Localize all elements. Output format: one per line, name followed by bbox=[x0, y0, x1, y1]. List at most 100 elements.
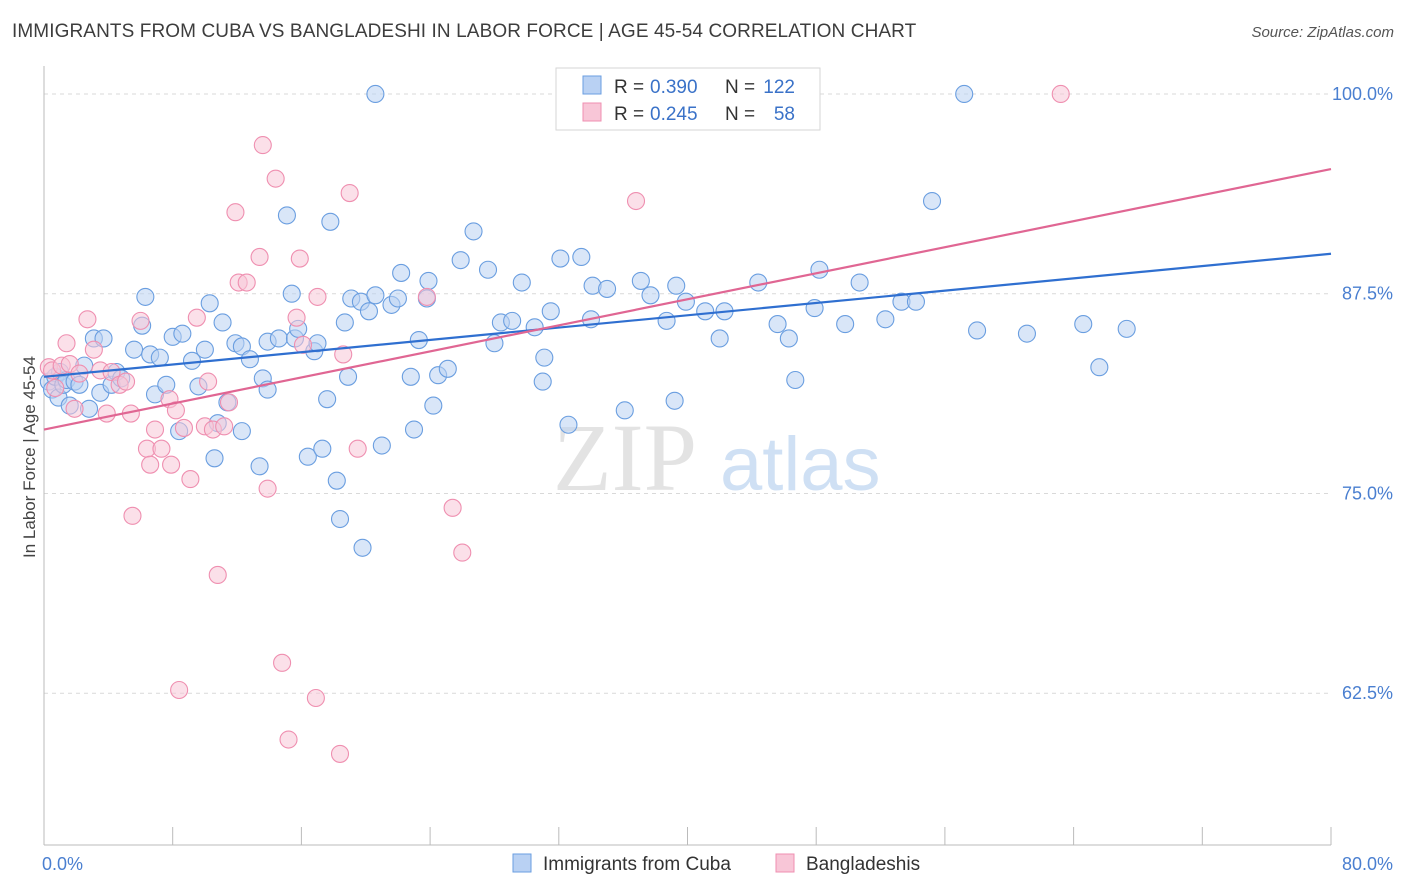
bottom-legend-label-cuba: Immigrants from Cuba bbox=[543, 854, 731, 875]
cuba-point bbox=[125, 340, 144, 359]
cuba-point bbox=[401, 367, 420, 386]
legend-r-label: R = bbox=[614, 77, 644, 98]
cuba-point bbox=[1117, 319, 1136, 338]
legend-r-value: 0.390 bbox=[650, 77, 698, 98]
cuba-point bbox=[665, 391, 684, 410]
cuba-point bbox=[922, 191, 942, 211]
bangladeshi-point bbox=[116, 372, 136, 391]
cuba-point bbox=[478, 260, 498, 279]
bangladeshi-point bbox=[287, 308, 306, 327]
axes bbox=[43, 66, 1332, 846]
cuba-point bbox=[615, 401, 634, 420]
cuba-point bbox=[372, 436, 391, 455]
bangladeshi-point bbox=[199, 372, 218, 391]
cuba-point bbox=[667, 276, 686, 295]
bangladeshi-point bbox=[626, 191, 646, 211]
cuba-point bbox=[641, 286, 660, 305]
y-tick-label: 75.0% bbox=[1342, 483, 1393, 503]
cuba-point bbox=[277, 206, 296, 225]
cuba-point bbox=[779, 329, 798, 348]
bangladeshi-point bbox=[187, 308, 206, 327]
cuba-point bbox=[195, 340, 214, 359]
bangladeshi-point bbox=[279, 730, 298, 749]
cuba-point bbox=[200, 294, 219, 313]
bottom-legend-swatch-bangladeshi bbox=[775, 853, 795, 873]
cuba-point bbox=[424, 396, 443, 415]
cuba-point bbox=[240, 350, 259, 369]
tick-labels: 100.0% 87.5% 75.0% 62.5% 0.0% 80.0% bbox=[42, 84, 1393, 874]
y-tick-label: 62.5% bbox=[1342, 683, 1393, 703]
cuba-point bbox=[232, 337, 251, 356]
cuba-point bbox=[339, 367, 358, 386]
trend-lines bbox=[43, 167, 1332, 431]
cuba-point bbox=[313, 439, 332, 458]
bangladeshi-point bbox=[290, 249, 309, 268]
cuba-point bbox=[968, 321, 987, 340]
bangladeshi-point bbox=[443, 498, 462, 517]
y-tick-label: 100.0% bbox=[1332, 84, 1393, 104]
bangladeshi-point bbox=[97, 404, 116, 423]
cuba-point bbox=[1090, 358, 1109, 377]
cuba-point bbox=[657, 311, 676, 330]
cuba-point bbox=[696, 302, 715, 321]
cuba-point bbox=[572, 247, 591, 267]
cuba-point bbox=[282, 284, 301, 303]
bangladeshi-point bbox=[152, 439, 171, 458]
cuba-point bbox=[1074, 315, 1093, 334]
watermark-atlas: atlas bbox=[720, 422, 881, 507]
legend-n-label: N = bbox=[725, 77, 755, 98]
watermark: ZIP atlas bbox=[553, 404, 881, 511]
cuba-point bbox=[810, 260, 829, 279]
cuba-point bbox=[327, 471, 346, 490]
bangladeshi-point bbox=[266, 169, 285, 188]
cuba-point bbox=[213, 313, 232, 332]
cuba-point bbox=[955, 84, 974, 104]
bangladeshi-point bbox=[253, 136, 272, 155]
bangladeshi-point bbox=[308, 287, 327, 306]
source-credit: Source: ZipAtlas.com bbox=[1251, 24, 1394, 41]
legend-r-value: 0.245 bbox=[650, 104, 698, 125]
legend-swatch-bangladeshi bbox=[582, 102, 602, 122]
legend-bottom: Immigrants from Cuba Bangladeshis bbox=[512, 853, 920, 875]
cuba-point bbox=[786, 370, 805, 390]
cuba-point bbox=[850, 273, 869, 292]
legend-top: R = 0.390 N = 122 R = 0.245 N = 58 bbox=[555, 67, 821, 131]
bottom-legend-swatch-cuba bbox=[512, 853, 532, 873]
cuba-point bbox=[173, 324, 192, 343]
cuba-point bbox=[359, 302, 379, 321]
cuba-point bbox=[150, 348, 169, 367]
cuba-point bbox=[388, 289, 407, 308]
bangladeshi-point bbox=[258, 479, 277, 498]
bangladeshi-point bbox=[84, 340, 103, 359]
cuba-point bbox=[269, 329, 288, 348]
cuba-point bbox=[232, 422, 251, 441]
cuba-point bbox=[298, 447, 317, 466]
bangladeshi-point bbox=[181, 470, 200, 489]
bangladeshi-point bbox=[46, 378, 65, 398]
cuba-point bbox=[749, 273, 768, 292]
cuba-point bbox=[503, 311, 522, 330]
chart-title: IMMIGRANTS FROM CUBA VS BANGLADESHI IN L… bbox=[12, 21, 917, 42]
bangladeshi-point bbox=[174, 418, 194, 437]
bangladeshi-point bbox=[306, 688, 325, 708]
x-tick-label-max: 80.0% bbox=[1342, 854, 1393, 874]
bangladeshi-point bbox=[340, 183, 359, 203]
cuba-point bbox=[535, 348, 554, 367]
cuba-point bbox=[136, 287, 155, 306]
gridlines bbox=[44, 93, 1331, 694]
bangladeshi-point bbox=[273, 653, 292, 672]
cuba-point bbox=[205, 449, 224, 468]
bangladeshi-point bbox=[65, 399, 84, 418]
cuba-point bbox=[353, 538, 372, 557]
cuba-point bbox=[404, 420, 424, 439]
cuba-point bbox=[366, 84, 385, 104]
cuba-point bbox=[318, 390, 337, 409]
bangladeshi-point bbox=[215, 417, 234, 436]
cuba-point bbox=[631, 271, 650, 290]
cuba-point bbox=[525, 318, 544, 337]
cuba-point bbox=[392, 263, 411, 282]
cuba-point bbox=[335, 313, 354, 332]
bangladeshi-point bbox=[1051, 84, 1070, 104]
cuba-point bbox=[451, 251, 470, 270]
cuba-point bbox=[330, 509, 350, 529]
